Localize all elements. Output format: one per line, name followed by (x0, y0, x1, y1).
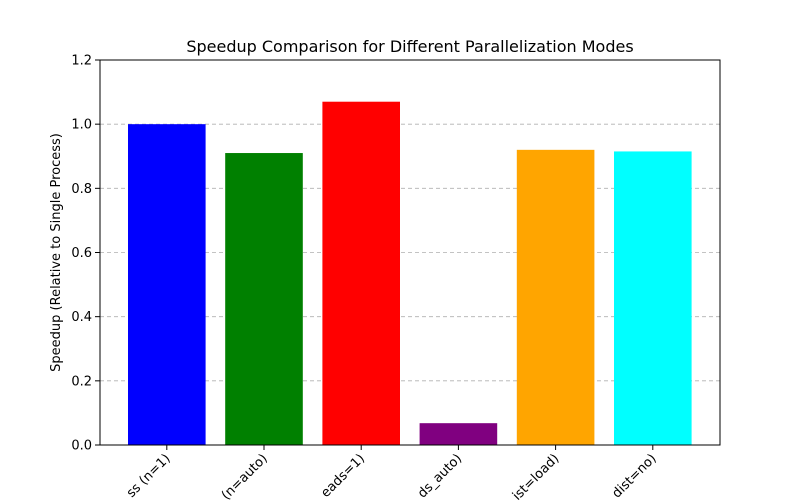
y-tick-label: 0.6 (71, 246, 92, 261)
y-tick-label: 1.2 (71, 54, 92, 69)
y-tick-label: 0.0 (71, 439, 92, 454)
bar (419, 423, 498, 445)
x-tick-label: eads=1) (318, 451, 368, 500)
x-tick-label: (n=auto) (219, 451, 271, 500)
bar (516, 149, 595, 446)
bar (322, 101, 400, 445)
chart-title: Speedup Comparison for Different Paralle… (186, 37, 633, 56)
y-tick-label: 0.2 (71, 374, 92, 389)
x-tick-label: ds_auto) (415, 451, 465, 500)
x-tick-label: dist=no) (609, 451, 659, 500)
bar (128, 124, 206, 446)
bar (225, 153, 303, 445)
y-tick-label: 1.0 (71, 118, 92, 133)
y-tick-label: 0.8 (71, 182, 92, 197)
grid-lines (100, 123, 720, 382)
y-axis: 0.0 0.2 0.4 0.6 0.8 1.0 1.2 (71, 54, 100, 454)
x-axis: ss (n=1) (n=auto) eads=1) ds_auto) ist=load)… (124, 445, 660, 500)
y-tick-label: 0.4 (71, 310, 92, 325)
bar (614, 151, 692, 445)
x-tick-label: ss (n=1) (124, 451, 174, 500)
y-axis-label: Speedup (Relative to Single Process) (49, 133, 64, 372)
x-tick-label: ist=load) (510, 451, 562, 500)
bars (128, 101, 692, 446)
